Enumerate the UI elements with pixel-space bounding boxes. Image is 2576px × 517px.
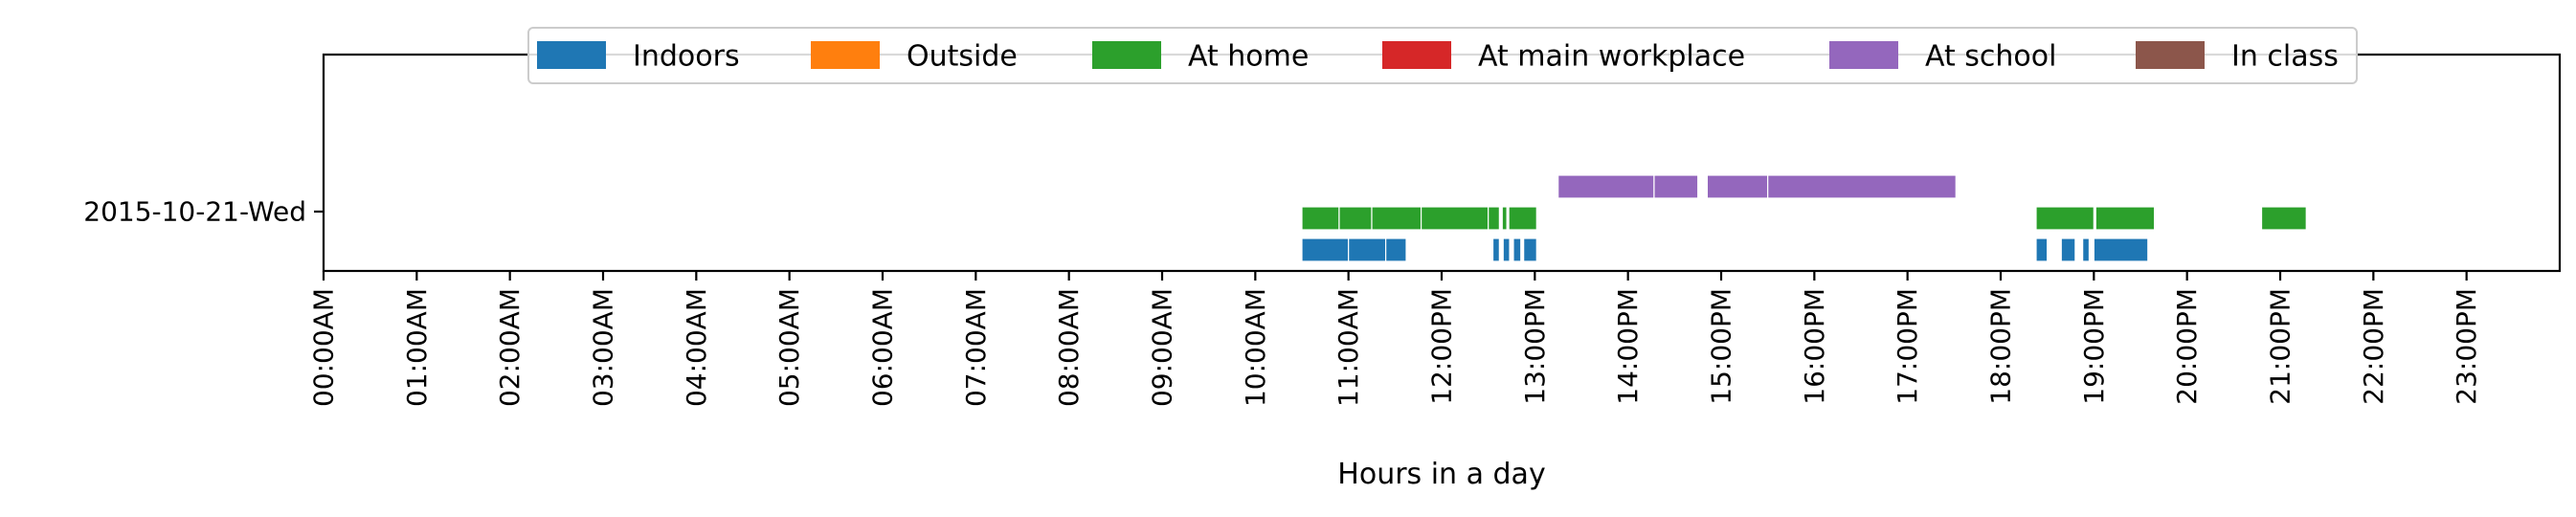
x-tick-label: 13:00PM — [1519, 288, 1551, 405]
bar-segment-at-school-1 — [1653, 174, 1699, 199]
x-tick-label: 00:00AM — [308, 288, 340, 407]
bar-segment-at-home-7 — [2035, 206, 2094, 231]
bar-segment-indoors-2 — [1384, 237, 1407, 262]
bar-segment-indoors-7 — [2035, 237, 2049, 262]
x-tick-label: 10:00AM — [1240, 288, 1271, 407]
x-tick-label: 05:00AM — [773, 288, 805, 407]
x-tick-label: 22:00PM — [2358, 288, 2389, 405]
legend-label: Outside — [907, 40, 1018, 74]
bar-segment-indoors-3 — [1491, 237, 1500, 262]
legend-label: At school — [1925, 40, 2056, 74]
x-tick-label: 16:00PM — [1799, 288, 1830, 405]
legend-label: In class — [2231, 40, 2339, 74]
legend-label: At home — [1188, 40, 1309, 74]
bar-segment-at-home-9 — [2260, 206, 2307, 231]
bar-segment-at-school-0 — [1557, 174, 1655, 199]
legend-swatch-in-class — [2136, 41, 2205, 69]
x-tick-label: 18:00PM — [1985, 288, 2017, 405]
bar-segment-at-home-1 — [1338, 206, 1373, 231]
bar-segment-indoors-9 — [2082, 237, 2091, 262]
x-tick-label: 19:00PM — [2078, 288, 2110, 405]
y-tick-label: 2015-10-21-Wed — [83, 196, 306, 228]
bar-segment-at-school-3 — [1767, 174, 1957, 199]
bar-segment-at-home-6 — [1508, 206, 1537, 231]
bar-segment-at-home-0 — [1301, 206, 1340, 231]
bar-segment-indoors-0 — [1301, 237, 1350, 262]
legend-label: At main workplace — [1478, 40, 1745, 74]
x-tick-label: 20:00PM — [2171, 288, 2203, 405]
legend-swatch-at-main-workplace — [1382, 41, 1451, 69]
x-tick-label: 02:00AM — [494, 288, 526, 407]
legend-label: Indoors — [633, 40, 740, 74]
bar-segment-indoors-10 — [2093, 237, 2149, 262]
bar-segment-at-home-4 — [1488, 206, 1500, 231]
y-axis: 2015-10-21-Wed — [83, 196, 324, 228]
x-axis-title: Hours in a day — [1337, 458, 1545, 491]
bar-segment-at-home-2 — [1371, 206, 1422, 231]
x-tick-label: 09:00AM — [1147, 288, 1178, 407]
plot-frame — [322, 53, 2562, 273]
legend-swatch-at-school — [1829, 41, 1898, 69]
x-tick-label: 12:00PM — [1426, 288, 1458, 405]
x-tick-label: 11:00AM — [1333, 288, 1364, 407]
x-tick-label: 23:00PM — [2451, 288, 2482, 405]
bar-segment-at-home-3 — [1420, 206, 1490, 231]
legend-swatch-outside — [811, 41, 880, 69]
x-tick-label: 06:00AM — [867, 288, 899, 407]
legend: Indoors Outside At home At main workplace At… — [527, 27, 2358, 84]
x-tick-label: 01:00AM — [401, 288, 433, 407]
x-tick-label: 04:00AM — [681, 288, 712, 407]
bar-segment-indoors-6 — [1523, 237, 1537, 262]
x-tick-label: 03:00AM — [588, 288, 619, 407]
bar-segment-indoors-1 — [1348, 237, 1387, 262]
legend-swatch-at-home — [1092, 41, 1161, 69]
x-tick-label: 14:00PM — [1612, 288, 1644, 405]
x-tick-label: 21:00PM — [2265, 288, 2296, 405]
bar-segment-at-home-8 — [2094, 206, 2156, 231]
x-axis: 00:00AM 01:00AM 02:00AM 03:00AM 04:00AM 05:00… — [308, 271, 2482, 407]
bar-segment-at-home-5 — [1501, 206, 1508, 231]
x-tick-label: 15:00PM — [1706, 288, 1737, 405]
plot-area — [322, 53, 2562, 273]
bar-segment-indoors-4 — [1502, 237, 1511, 262]
x-tick-label: 17:00PM — [1892, 288, 1923, 405]
bar-segment-at-school-2 — [1706, 174, 1769, 199]
legend-swatch-indoors — [537, 41, 606, 69]
bar-segment-indoors-8 — [2060, 237, 2076, 262]
x-tick-label: 08:00AM — [1053, 288, 1085, 407]
bar-segment-indoors-5 — [1512, 237, 1522, 262]
x-tick-label: 07:00AM — [960, 288, 992, 407]
